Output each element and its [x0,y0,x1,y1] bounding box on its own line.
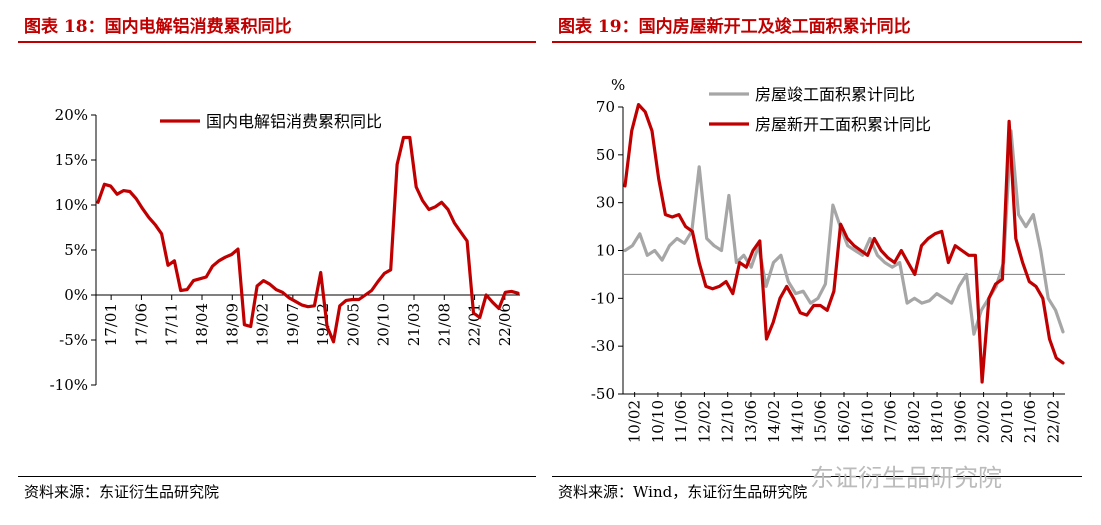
right-x-tick-label: 22/02 [1044,400,1062,443]
right-title-rule [552,41,1082,43]
left-chart-title: 图表 18：国内电解铝消费累积同比 [24,17,292,37]
right-x-tick-label: 10/02 [626,400,644,443]
right-x-tick-label: 20/10 [998,400,1016,443]
watermark-text: 东证衍生品研究院 [810,464,1002,492]
left-title-rule [18,41,536,43]
left-x-tick-label: 18/09 [223,303,241,346]
left-chart: -10% -5% 0% 5% 10% 15% 20% 17/01 17/06 17/11 18/04… [50,106,520,394]
right-x-tick-label: 17/06 [882,400,900,443]
right-y-tick-label: 30 [596,194,615,212]
right-x-tick-label: 18/02 [905,400,923,443]
right-source-note: 资料来源：Wind，东证衍生品研究院 [558,483,808,501]
left-x-tick-label: 19/07 [284,303,302,346]
right-y-tick-label: 70 [596,98,615,116]
left-source-note: 资料来源：东证衍生品研究院 [24,483,220,501]
right-y-unit-label: % [611,76,625,94]
right-x-tick-label: 16/10 [858,400,876,443]
right-series-line-2 [623,102,1065,384]
right-x-tick-label: 14/10 [788,400,806,443]
right-source-rule [552,476,1082,477]
right-x-tick-label: 12/02 [695,400,713,443]
left-y-tick-label: -10% [50,376,88,394]
left-x-tick-label: 22/01 [466,303,484,346]
left-x-tick-label: 19/12 [314,303,332,346]
right-y-tick-label: 10 [596,242,615,260]
right-x-tick-label: 20/02 [975,400,993,443]
right-chart-title: 图表 19：国内房屋新开工及竣工面积累计同比 [558,17,911,37]
right-x-tick-label: 10/10 [649,400,667,443]
right-x-tick-label: 13/06 [742,400,760,443]
left-x-tick-label: 17/11 [163,303,181,346]
left-series-line-1 [96,135,520,344]
right-y-tick-label: 50 [596,146,615,164]
left-x-tick-label: 20/05 [344,303,362,346]
right-x-tick-label: 14/02 [765,400,783,443]
left-x-tick-label: 22/06 [496,303,514,346]
left-legend-label-1: 国内电解铝消费累积同比 [206,112,382,131]
left-x-tick-label: 17/01 [102,303,120,346]
right-legend-label-1: 房屋竣工面积累计同比 [755,85,915,104]
right-x-tick-label: 15/06 [812,400,830,443]
right-x-tick-label: 18/10 [928,400,946,443]
right-x-tick-label: 21/06 [1021,400,1039,443]
right-x-tick-label: 11/06 [672,400,690,443]
left-y-tick-label: 15% [55,151,88,169]
right-chart: -50 -30 -10 10 30 50 70 10/02 10/10 11/06 12/02 12/… [591,76,1065,443]
left-y-tick-label: 20% [55,106,88,124]
left-y-tick-label: -5% [59,331,88,349]
left-x-tick-label: 21/08 [435,303,453,346]
right-x-tick-label: 19/06 [951,400,969,443]
right-y-tick-label: -30 [591,337,615,355]
right-legend-label-2: 房屋新开工面积累计同比 [755,115,931,134]
left-y-tick-label: 0% [64,286,88,304]
right-x-tick-label: 12/10 [719,400,737,443]
right-y-tick-label: -50 [591,385,615,403]
left-y-tick-label: 5% [64,241,88,259]
right-y-tick-label: -10 [591,289,615,307]
right-x-tick-label: 16/02 [835,400,853,443]
left-x-tick-label: 17/06 [132,303,150,346]
left-source-rule [18,476,536,477]
left-x-tick-label: 19/02 [254,303,272,346]
left-x-tick-label: 21/03 [405,303,423,346]
left-x-tick-label: 18/04 [193,303,211,346]
left-y-tick-label: 10% [55,196,88,214]
left-x-tick-label: 20/10 [375,303,393,346]
